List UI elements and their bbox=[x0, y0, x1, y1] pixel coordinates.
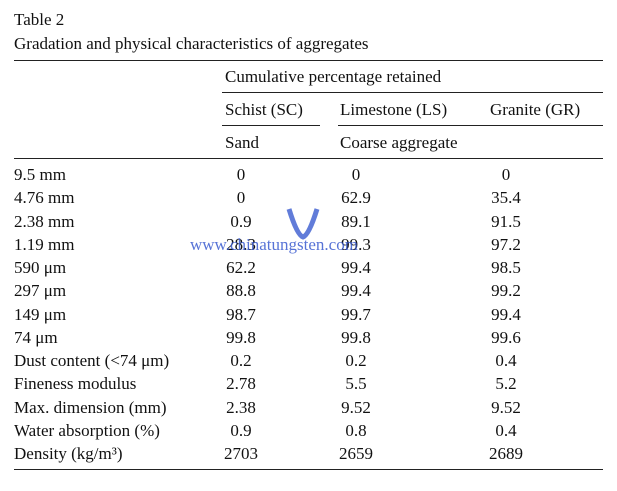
row-label: Fineness modulus bbox=[14, 374, 137, 394]
row-label: 590 μm bbox=[14, 258, 67, 277]
cell: 9.52 bbox=[341, 397, 371, 417]
cell: 9.52 bbox=[491, 397, 521, 417]
cell: 0.9 bbox=[230, 211, 252, 231]
cell: 5.5 bbox=[345, 374, 367, 394]
row-label: 297 μm bbox=[14, 281, 67, 301]
group-header: Cumulative percentage retained bbox=[225, 67, 442, 86]
cell: 91.5 bbox=[491, 211, 521, 231]
cell: 99.4 bbox=[491, 304, 521, 324]
row-label: Water absorption (%) bbox=[14, 420, 160, 440]
cell: 0.9 bbox=[230, 420, 252, 440]
cell: 35.4 bbox=[491, 188, 521, 208]
rule bbox=[14, 469, 603, 470]
cell: 97.2 bbox=[491, 234, 521, 254]
cell: 0 bbox=[351, 165, 361, 184]
row-label: 1.19 mm bbox=[14, 234, 75, 254]
cell: 98.5 bbox=[491, 258, 521, 277]
cell: 0.2 bbox=[345, 351, 367, 370]
cell: 99.8 bbox=[341, 327, 371, 347]
cell: 28.3 bbox=[226, 234, 256, 254]
rule bbox=[222, 92, 603, 93]
cell: 2659 bbox=[339, 444, 373, 463]
cell: 88.8 bbox=[226, 281, 256, 301]
column-header: Schist (SC) bbox=[225, 100, 303, 119]
row-label: Dust content (<74 μm) bbox=[14, 351, 170, 370]
table-title: Table 2 bbox=[14, 10, 65, 29]
table-caption: Gradation and physical characteristics o… bbox=[14, 34, 369, 53]
rule bbox=[338, 125, 603, 126]
cell: 99.6 bbox=[491, 327, 521, 347]
cell: 0 bbox=[501, 165, 511, 184]
cell: 99.8 bbox=[226, 327, 256, 347]
watermark-logo bbox=[286, 208, 320, 240]
cell: 62.2 bbox=[226, 258, 256, 277]
cell: 0.2 bbox=[230, 351, 252, 370]
row-label: Max. dimension (mm) bbox=[14, 397, 167, 417]
row-label: 74 μm bbox=[14, 327, 58, 347]
cell: 0 bbox=[236, 188, 246, 208]
cell: 98.7 bbox=[226, 304, 256, 324]
cell: 99.4 bbox=[341, 258, 371, 277]
cell: 62.9 bbox=[341, 188, 371, 208]
row-label: Density (kg/m³) bbox=[14, 444, 123, 463]
cell: 99.4 bbox=[341, 281, 371, 301]
rule bbox=[14, 158, 603, 159]
cell: 2.38 bbox=[226, 397, 256, 417]
cell: 99.2 bbox=[491, 281, 521, 301]
sub-header: Sand bbox=[225, 133, 259, 152]
column-header: Granite (GR) bbox=[490, 100, 581, 119]
cell: 0 bbox=[236, 165, 246, 184]
row-label: 4.76 mm bbox=[14, 188, 75, 208]
row-label: 2.38 mm bbox=[14, 211, 75, 231]
cell: 99.3 bbox=[341, 234, 371, 254]
rule bbox=[222, 125, 320, 126]
cell: 99.7 bbox=[341, 304, 371, 324]
row-label: 9.5 mm bbox=[14, 165, 66, 184]
watermark: www.chinatungsten.com bbox=[190, 235, 358, 254]
cell: 0.4 bbox=[495, 351, 517, 370]
column-header: Limestone (LS) bbox=[340, 100, 448, 119]
cell: 0.4 bbox=[495, 420, 517, 440]
cell: 2689 bbox=[489, 444, 523, 463]
cell: 2703 bbox=[224, 444, 258, 463]
cell: 2.78 bbox=[226, 374, 256, 394]
row-label: 149 μm bbox=[14, 304, 67, 324]
cell: 5.2 bbox=[495, 374, 517, 394]
rule bbox=[14, 60, 603, 61]
cell: 89.1 bbox=[341, 211, 371, 231]
cell: 0.8 bbox=[345, 420, 367, 440]
sub-header: Coarse aggregate bbox=[340, 133, 458, 152]
